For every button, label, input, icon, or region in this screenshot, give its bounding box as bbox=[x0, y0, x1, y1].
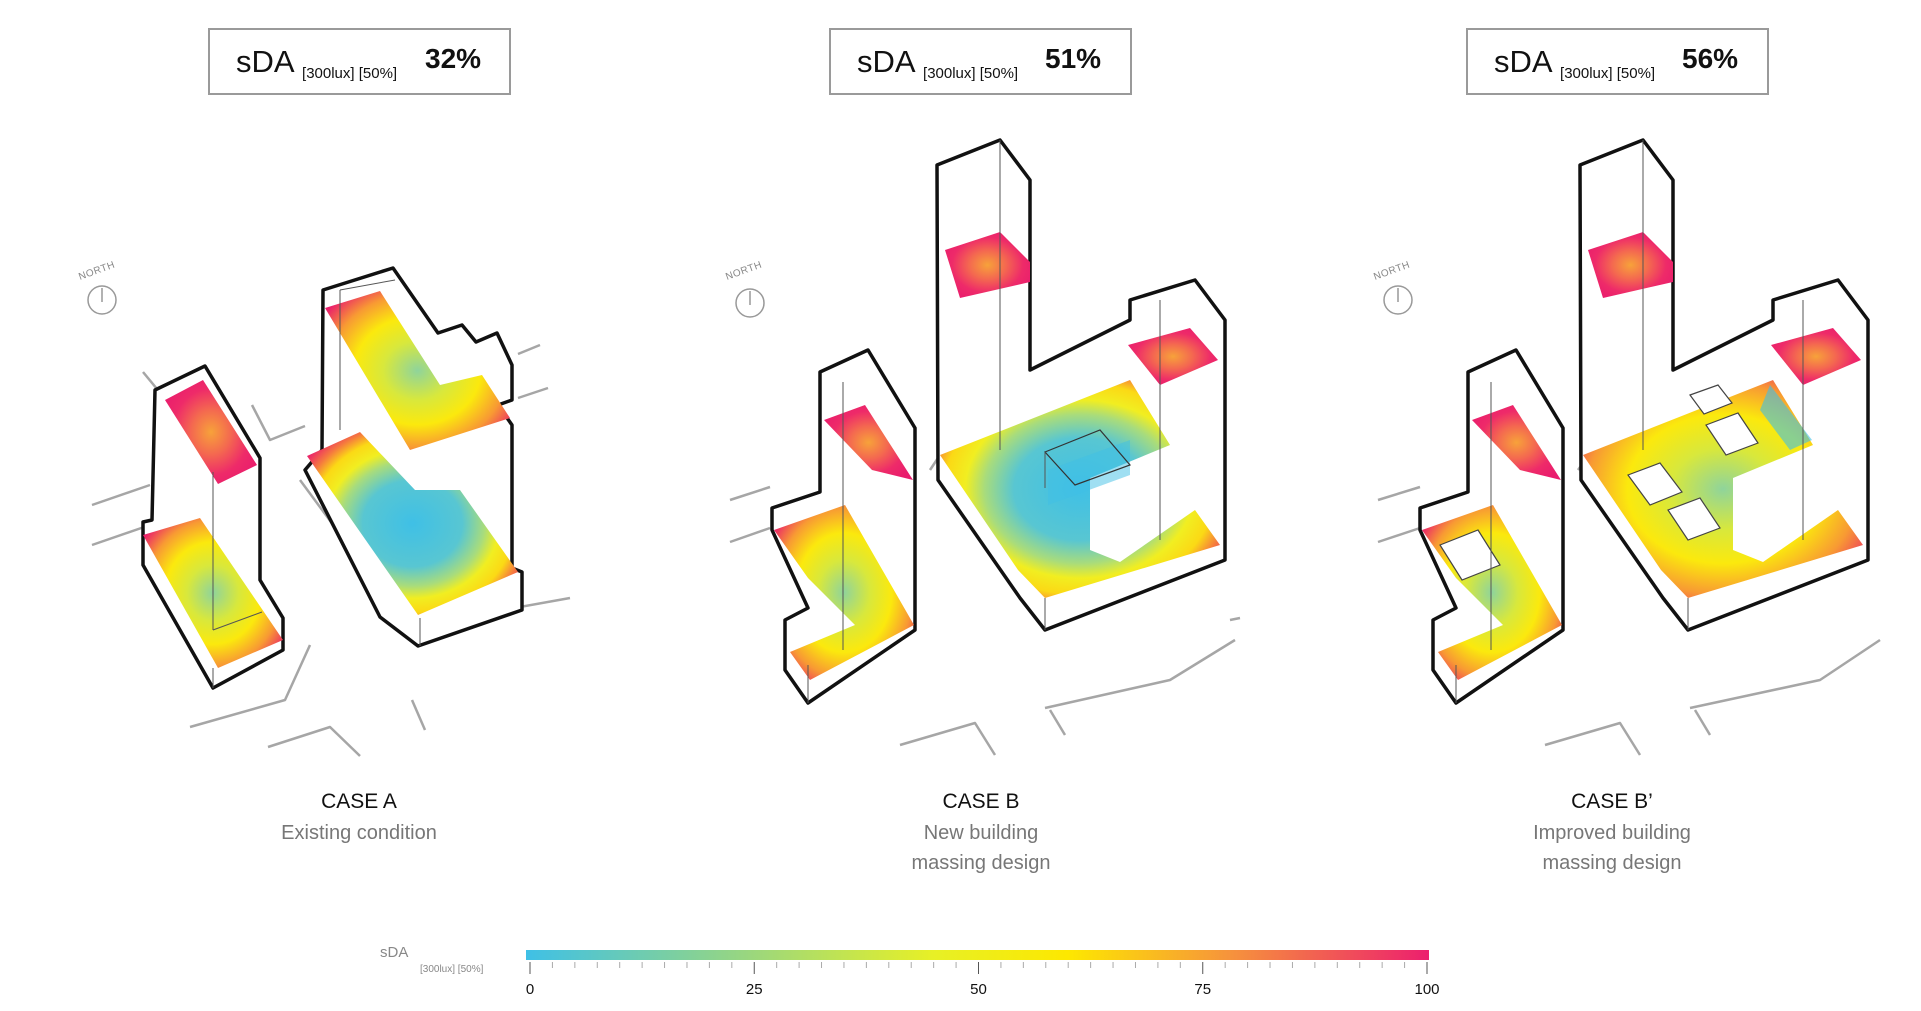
case-a-right-building bbox=[303, 266, 524, 648]
north-arrow: NORTH bbox=[1372, 260, 1413, 315]
legend-tick-label: 100 bbox=[1414, 981, 1439, 998]
legend-ticks: 0 25 50 75 100 bbox=[526, 962, 1440, 998]
metric-label: sDA bbox=[857, 44, 916, 79]
case-a-streets bbox=[91, 343, 571, 757]
case-b-panel: sDA [300lux] [50%] 51% NORTH bbox=[724, 28, 1241, 874]
legend-tick-label: 0 bbox=[526, 981, 534, 998]
case-b-title: CASE B bbox=[942, 790, 1019, 813]
metric-subscript: [300lux] [50%] bbox=[1560, 65, 1655, 82]
case-b-prime-description-line-2: massing design bbox=[1543, 852, 1682, 874]
case-b-prime-right-building bbox=[1578, 138, 1870, 632]
case-b-right-building bbox=[935, 138, 1227, 632]
legend-label: sDA bbox=[380, 944, 408, 961]
case-b-metric-box: sDA [300lux] [50%] 51% bbox=[829, 28, 1132, 95]
case-b-prime-description-line-1: Improved building bbox=[1533, 822, 1691, 844]
svg-text:sDA [300lux] [50%]: sDA [300lux] [50%] bbox=[1494, 44, 1655, 82]
legend-subscript: [300lux] [50%] bbox=[420, 964, 484, 975]
case-b-prime-title: CASE B’ bbox=[1571, 790, 1653, 813]
north-arrow: NORTH bbox=[724, 260, 765, 318]
north-label: NORTH bbox=[77, 260, 116, 283]
metric-label: sDA bbox=[1494, 44, 1553, 79]
legend-tick-label: 25 bbox=[746, 981, 763, 998]
case-b-prime-panel: sDA [300lux] [50%] 56% NORTH bbox=[1372, 28, 1881, 874]
case-a-title: CASE A bbox=[321, 790, 397, 813]
metric-subscript: [300lux] [50%] bbox=[302, 65, 397, 82]
case-a-metric-box: sDA [300lux] [50%] 32% bbox=[208, 28, 511, 95]
color-legend: sDA [300lux] [50%] 0 25 50 75 100 bbox=[380, 944, 1440, 998]
case-b-prime-metric-box: sDA [300lux] [50%] 56% bbox=[1466, 28, 1769, 95]
metric-label: sDA bbox=[236, 44, 295, 79]
north-arrow: NORTH bbox=[77, 260, 117, 315]
svg-text:sDA [300lux] [50%]: sDA [300lux] [50%] bbox=[857, 44, 1018, 82]
case-b-prime-left-building bbox=[1418, 348, 1565, 705]
legend-tick-label: 75 bbox=[1194, 981, 1211, 998]
legend-tick-label: 50 bbox=[970, 981, 987, 998]
case-b-left-building bbox=[770, 348, 917, 705]
case-b-description-line-2: massing design bbox=[912, 852, 1051, 874]
case-b-description-line-1: New building bbox=[924, 822, 1039, 844]
case-a-left-building bbox=[141, 364, 285, 690]
metric-value: 51% bbox=[1045, 43, 1101, 74]
north-label: NORTH bbox=[1372, 260, 1411, 283]
legend-color-bar bbox=[526, 950, 1429, 960]
svg-text:sDA [300lux] [50%]: sDA [300lux] [50%] bbox=[236, 44, 397, 82]
metric-subscript: [300lux] [50%] bbox=[923, 65, 1018, 82]
north-label: NORTH bbox=[724, 260, 763, 283]
case-a-panel: sDA [300lux] [50%] 32% NORTH bbox=[77, 28, 571, 844]
metric-value: 32% bbox=[425, 43, 481, 74]
case-a-description-line-1: Existing condition bbox=[281, 822, 437, 844]
metric-value: 56% bbox=[1682, 43, 1738, 74]
